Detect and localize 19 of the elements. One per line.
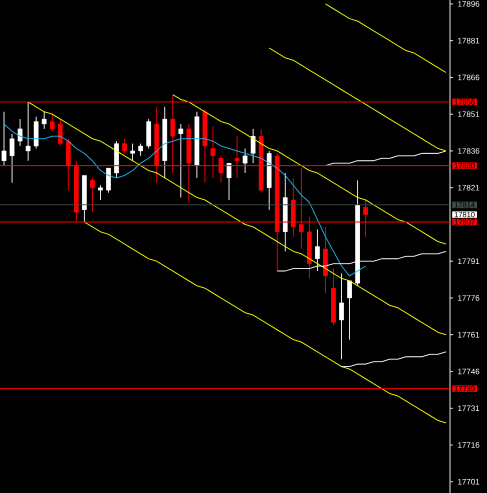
candlestick bbox=[106, 168, 111, 194]
candlestick bbox=[347, 280, 352, 340]
candlestick bbox=[122, 138, 127, 154]
candlestick bbox=[18, 118, 22, 146]
candlestick bbox=[130, 143, 135, 162]
candlestick bbox=[42, 111, 47, 130]
candlestick bbox=[26, 101, 30, 162]
candlestick bbox=[90, 177, 95, 213]
candlestick bbox=[138, 143, 143, 156]
candlestick bbox=[50, 114, 55, 132]
candlestick bbox=[226, 162, 232, 200]
candlestick bbox=[250, 128, 256, 164]
candlestick bbox=[98, 184, 103, 200]
candlestick bbox=[178, 124, 184, 198]
candlestick bbox=[339, 273, 344, 360]
candlestick bbox=[10, 133, 14, 184]
candlestick bbox=[242, 148, 248, 174]
candlestick bbox=[2, 111, 6, 166]
candlestick bbox=[58, 118, 63, 146]
